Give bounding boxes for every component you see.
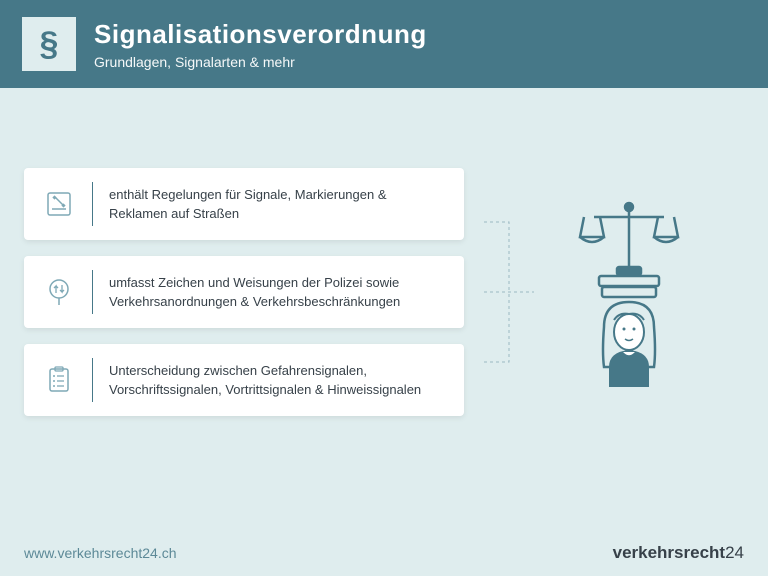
connector-lines — [484, 202, 534, 382]
footer-brand: verkehrsrecht24 — [613, 543, 744, 563]
card-divider — [92, 358, 93, 402]
list-icon — [42, 363, 76, 397]
card-1: enthält Regelungen für Signale, Markieru… — [24, 168, 464, 240]
brand-main: verkehrsrecht — [613, 543, 725, 562]
footer: www.verkehrsrecht24.ch verkehrsrecht24 — [0, 530, 768, 576]
brand-tail: 24 — [725, 543, 744, 562]
card-text: enthält Regelungen für Signale, Markieru… — [109, 185, 446, 224]
card-3: Unterscheidung zwischen Gefahrensignalen… — [24, 344, 464, 416]
card-divider — [92, 182, 93, 226]
card-2: umfasst Zeichen und Weisungen der Polize… — [24, 256, 464, 328]
gavel-icon — [42, 187, 76, 221]
page-title: Signalisationsverordnung — [94, 19, 427, 50]
card-text: Unterscheidung zwischen Gefahrensignalen… — [109, 361, 446, 400]
page-subtitle: Grundlagen, Signalarten & mehr — [94, 54, 427, 70]
justice-illustration — [554, 192, 704, 392]
sign-icon — [42, 275, 76, 309]
header-text: Signalisationsverordnung Grundlagen, Sig… — [94, 19, 427, 70]
infographic-page: § Signalisationsverordnung Grundlagen, S… — [0, 0, 768, 576]
section-icon: § — [22, 17, 76, 71]
card-divider — [92, 270, 93, 314]
content-row: enthält Regelungen für Signale, Markieru… — [24, 168, 744, 416]
card-text: umfasst Zeichen und Weisungen der Polize… — [109, 273, 446, 312]
header: § Signalisationsverordnung Grundlagen, S… — [0, 0, 768, 88]
card-list: enthält Regelungen für Signale, Markieru… — [24, 168, 464, 416]
footer-url: www.verkehrsrecht24.ch — [24, 545, 177, 561]
body: enthält Regelungen für Signale, Markieru… — [0, 88, 768, 530]
section-symbol: § — [40, 25, 59, 64]
